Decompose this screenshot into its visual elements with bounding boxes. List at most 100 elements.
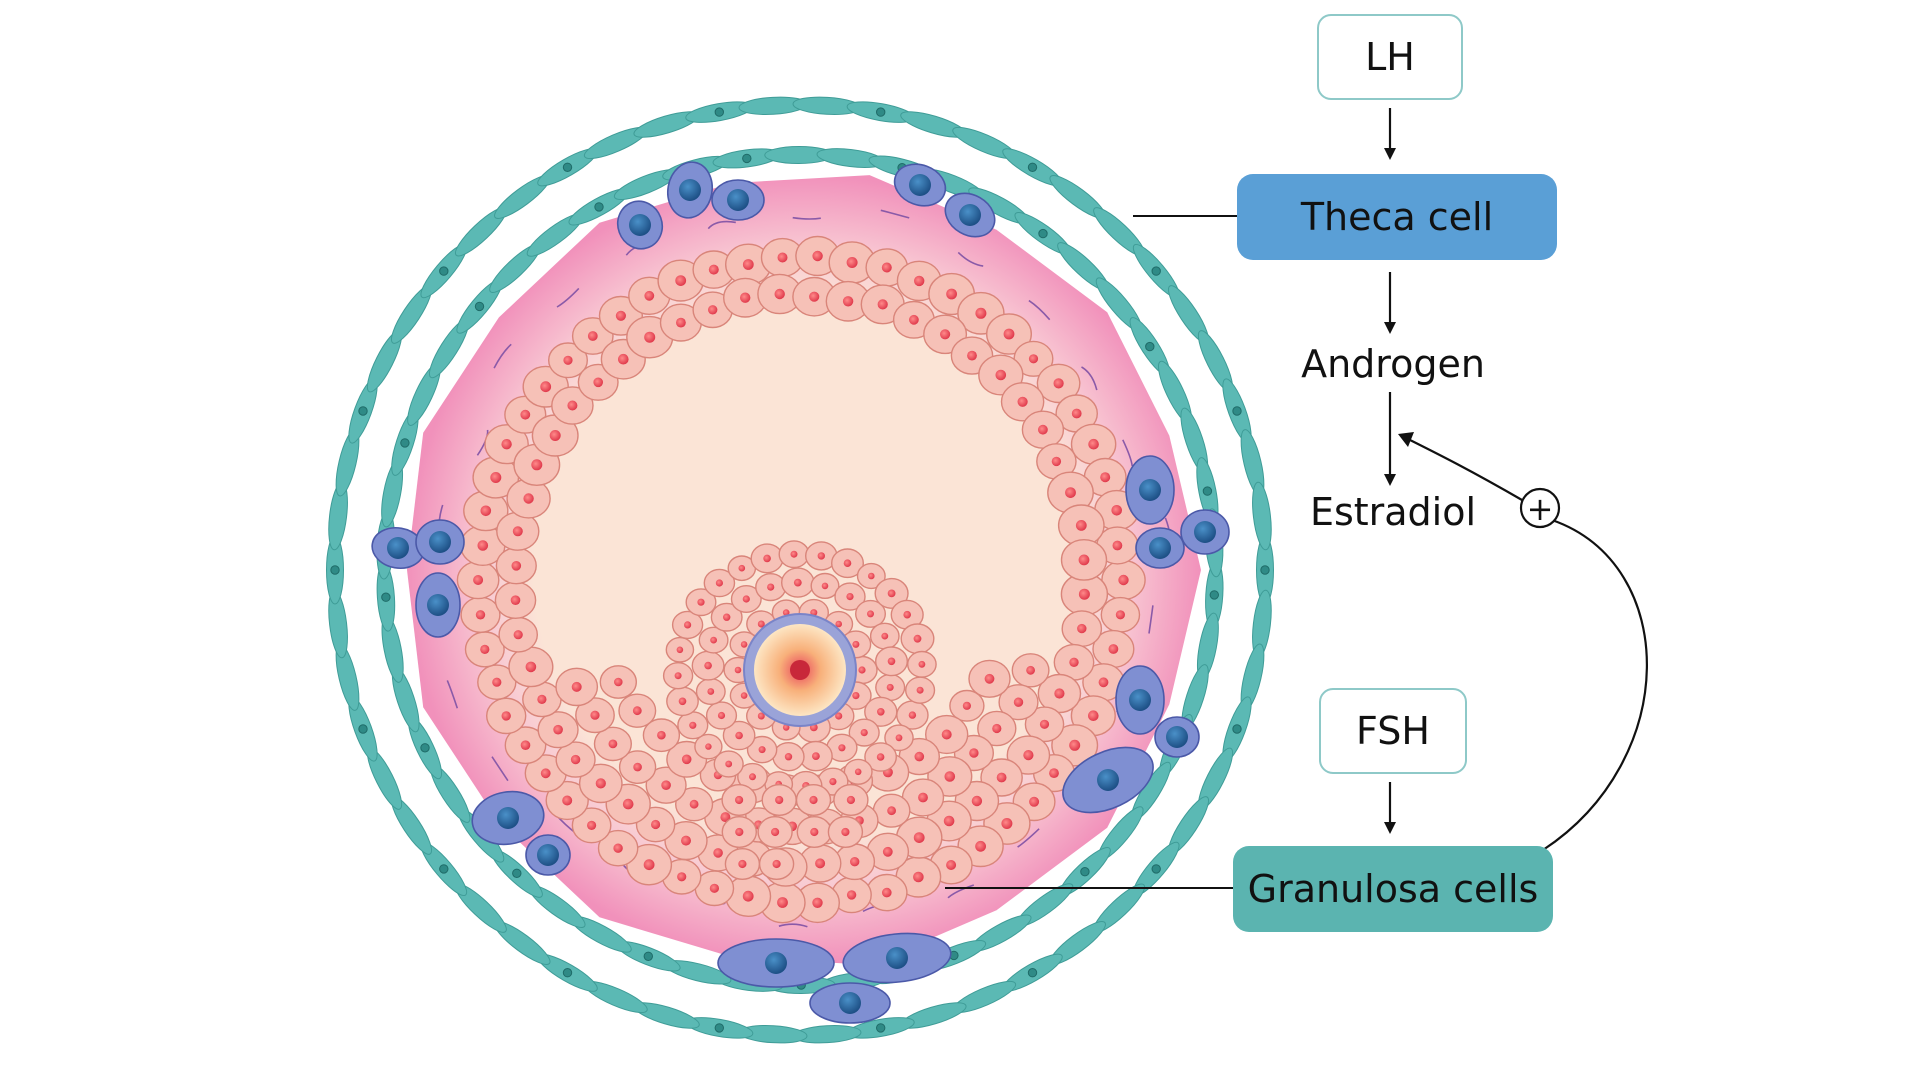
granulosa-nucleus [549,430,561,441]
granulosa-nucleus [689,799,699,809]
granulosa-nucleus [490,472,502,483]
fsh-box: FSH [1319,688,1467,774]
granulosa-nucleus [790,550,798,558]
granulosa-nucleus [709,883,720,893]
granulosa-nucleus [809,291,820,302]
granulosa-nucleus [723,613,731,621]
granulosa-nucleus [895,734,903,742]
granulosa-nucleus [850,857,860,867]
outer-layer-nucleus [1027,162,1038,173]
granulosa-nucleus [984,673,995,684]
granulosa-nucleus [992,723,1002,734]
outer-layer-nucleus [1080,867,1090,877]
granulosa-nucleus [1029,796,1040,807]
feedback-curve-upper [1409,439,1523,501]
granulosa-nucleus [697,598,705,606]
flow-arrowhead [1384,148,1396,160]
granulosa-nucleus [821,582,829,590]
granulosa-nucleus [511,561,522,571]
granulosa-nucleus [676,317,686,328]
granulosa-nucleus [704,661,712,670]
granulosa-nucleus [661,780,671,790]
granulosa-nucleus [651,819,661,830]
granulosa-nucleus [525,661,537,673]
granulosa-nucleus [1077,623,1087,634]
granulosa-nucleus [1071,408,1082,419]
granulosa-nucleus [735,795,744,805]
theca-fiber [707,220,736,230]
outer-layer-nucleus [742,153,752,164]
granulosa-nucleus [838,744,846,752]
granulosa-nucleus [943,815,955,827]
granulosa-nucleus [971,795,983,807]
granulosa-nucleus [735,731,743,740]
granulosa-nucleus [1118,574,1129,586]
granulosa-nucleus [793,578,802,587]
granulosa-nucleus [829,778,837,786]
theca-cell-nucleus [765,952,787,974]
estradiol-label: Estradiol [1309,490,1477,534]
granulosa-nucleus [852,692,860,700]
flow-arrows: + [945,108,1648,889]
granulosa-nucleus [717,711,726,720]
outer-layer-nucleus [474,301,485,312]
granulosa-nucleus [881,262,892,273]
granulosa-nucleus [882,887,892,898]
granulosa-nucleus [903,610,911,619]
theca-fiber [1017,828,1040,848]
granulosa-nucleus [868,572,875,580]
granulosa-nucleus [622,798,634,810]
granulosa-nucleus [1038,424,1048,435]
granulosa-nucleus [914,751,925,762]
granulosa-nucleus [876,753,885,761]
theca-fiber [493,343,512,369]
granulosa-nucleus [480,505,492,517]
granulosa-nucleus [531,459,543,471]
outer-layer-nucleus [714,1023,724,1033]
outer-layer-cell [1252,481,1272,551]
granulosa-nucleus [775,795,784,805]
positive-feedback-circle [1519,487,1561,529]
granulosa-nucleus [887,589,896,598]
granulosa-nucleus [742,890,754,902]
granulosa-nucleus [1039,719,1050,729]
granulosa-nucleus [771,827,780,837]
feedback-curve [1542,518,1648,851]
granulosa-nucleus [772,859,781,869]
outer-layer-nucleus [400,438,410,448]
granulosa-nucleus [1088,710,1099,721]
granulosa-nucleus [674,672,682,680]
granulosa-nucleus [941,729,952,740]
theca-cell-nucleus [1139,479,1161,501]
theca-cell-nucleus [727,189,749,211]
granulosa-nucleus [967,350,977,361]
granulosa-nucleus [510,595,521,605]
granulosa-nucleus [843,559,852,567]
granulosa-nucleus [886,683,894,691]
oocyte-nucleus [790,660,810,680]
granulosa-nucleus [715,579,724,587]
granulosa-nucleus [1115,610,1125,620]
granulosa-nucleus [913,832,925,843]
lh-label: LH [1365,35,1415,79]
granulosa-nucleus [882,846,893,857]
granulosa-nucleus [740,292,751,303]
granulosa-nucleus [520,409,531,420]
granulosa-nucleus [1013,697,1024,707]
granulosa-nucleus [735,827,744,837]
granulosa-nucleus [1049,768,1059,778]
granulosa-nucleus [809,795,818,805]
granulosa-nucleus [684,621,692,629]
granulosa-nucleus [854,768,862,776]
theca-fiber [446,680,459,709]
granulosa-nucleus [1051,456,1062,467]
granulosa-nucleus [758,746,766,754]
granulosa-nucleus [1026,665,1035,675]
granulosa-nucleus [774,288,785,300]
granulosa-nucleus [473,575,484,585]
outer-layer-nucleus [1151,266,1161,276]
theca-cells-group [371,161,1230,1024]
granulosa-nucleus [1112,540,1123,551]
granulosa-nucleus [567,400,578,411]
